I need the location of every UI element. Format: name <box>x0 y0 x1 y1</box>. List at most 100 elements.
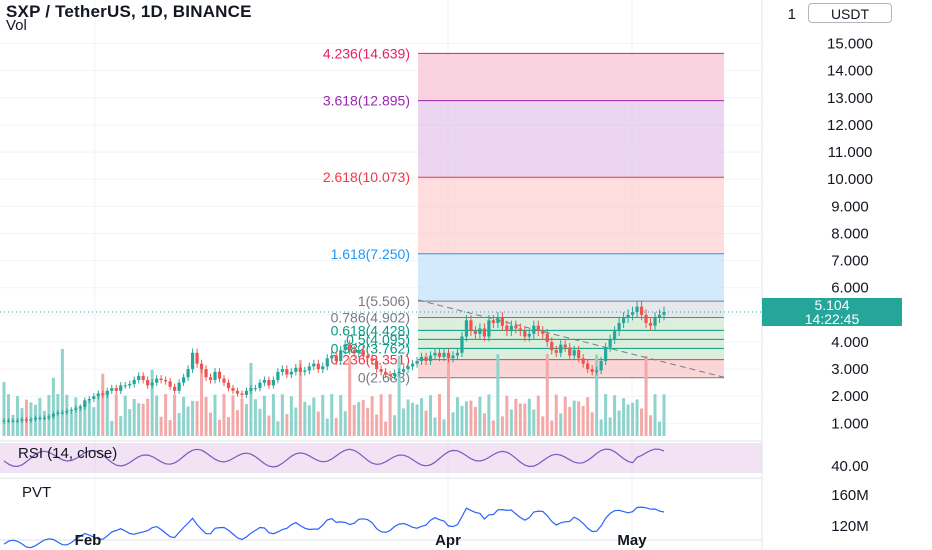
volume-bar <box>204 397 208 436</box>
volume-bar <box>276 421 280 436</box>
candle-body <box>357 350 361 353</box>
rsi-axis-label: 40.00 <box>831 458 869 475</box>
y-tick-label: 14.000 <box>827 63 873 80</box>
candle-body <box>114 388 118 391</box>
volume-bar <box>231 395 235 436</box>
volume-bar <box>469 400 473 436</box>
candle-body <box>348 344 352 351</box>
candle-body <box>65 411 69 413</box>
volume-bar <box>487 394 491 436</box>
candle-body <box>307 366 311 371</box>
candle-body <box>635 306 639 313</box>
volume-bar <box>586 397 590 436</box>
candle-body <box>15 420 20 422</box>
volume-bar <box>429 395 433 436</box>
volume-bar <box>132 398 136 436</box>
candle-body <box>491 320 495 323</box>
pvt-axis-label: 120M <box>831 518 869 535</box>
volume-bar <box>240 398 244 436</box>
volume-bar <box>455 397 459 436</box>
x-tick-label: Apr <box>435 532 461 549</box>
volume-bar <box>397 355 401 436</box>
volume-bar <box>65 394 69 436</box>
y-tick-label: 1.000 <box>831 415 869 432</box>
volume-bar <box>622 398 626 436</box>
volume-bar <box>415 404 419 436</box>
currency-unit-button[interactable]: USDT <box>808 3 892 23</box>
volume-bar <box>146 398 150 436</box>
volume-bar <box>653 394 657 436</box>
volume-bar <box>411 402 415 436</box>
volume-bar <box>662 394 666 436</box>
volume-bar <box>361 399 365 436</box>
candle-body <box>168 381 172 387</box>
candle-body <box>393 373 397 376</box>
candle-body <box>222 378 226 383</box>
volume-bar <box>388 394 392 436</box>
volume-bar <box>155 395 159 436</box>
volume-bar <box>379 394 383 436</box>
candle-body <box>11 420 15 422</box>
x-tick-label: Feb <box>75 532 102 549</box>
pvt-axis-label: 160M <box>831 487 869 504</box>
candle-body <box>428 355 433 361</box>
volume-bar <box>105 394 109 436</box>
candle-body <box>366 355 370 359</box>
volume-bar <box>173 394 177 436</box>
volume-bar <box>137 403 141 436</box>
candle-body <box>60 412 64 414</box>
candle-body <box>164 379 168 382</box>
candle-body <box>500 317 504 326</box>
price-axis[interactable]: 1 15.000 14.000 13.000 12.000 11.000 10.000 9.0… <box>761 0 873 550</box>
fib-extension[interactable]: 4.236(14.639) 3.618(12.895) 2.618(10.073) 1… <box>323 45 724 386</box>
candle-body <box>267 379 271 386</box>
volume-bar <box>478 396 482 436</box>
volume-bar <box>536 395 540 436</box>
candle-body <box>532 325 536 334</box>
volume-bar <box>209 412 213 436</box>
volume-bar <box>514 398 518 436</box>
volume-bar <box>613 395 617 436</box>
volume-bar <box>110 420 114 436</box>
candle-body <box>446 352 451 359</box>
pvt-legend[interactable]: PVT <box>22 484 52 501</box>
candle-body <box>96 393 100 397</box>
volume-bar <box>177 413 181 436</box>
time-axis[interactable]: Feb Apr May <box>75 532 648 549</box>
candle-body <box>554 350 558 353</box>
trend-lines[interactable] <box>0 299 762 378</box>
y-tick-label: 13.000 <box>827 90 873 107</box>
volume-bar <box>554 394 558 436</box>
x-tick-label: May <box>617 532 647 549</box>
volume-bar <box>271 394 275 436</box>
volume-bar <box>280 394 284 436</box>
candle-body <box>78 407 82 409</box>
rsi-legend[interactable]: RSI (14, close) <box>18 445 118 462</box>
volume-bar <box>294 407 298 436</box>
candle-body <box>87 398 91 401</box>
candle-body <box>56 412 60 414</box>
volume-bar <box>83 401 87 436</box>
volume-bar <box>334 418 338 436</box>
volume-bar <box>195 401 199 436</box>
candle-body <box>401 369 406 372</box>
volume-bar <box>568 406 572 436</box>
volume-bar <box>491 420 495 436</box>
candle-body <box>181 377 186 383</box>
volume-bar <box>658 421 662 436</box>
volume-bar <box>438 394 442 436</box>
candle-body <box>639 306 644 315</box>
volume-bar <box>316 411 320 436</box>
volume-bar <box>541 416 545 436</box>
volume-bar <box>244 404 248 436</box>
candle-body <box>262 379 267 383</box>
candle-body <box>235 390 240 394</box>
candle-body <box>128 384 132 386</box>
volume-bar <box>200 366 204 436</box>
candle-body <box>433 352 437 356</box>
y-tick-label: 6.000 <box>831 280 869 297</box>
candle-body <box>541 331 545 334</box>
fib-level-label: 0.382(3.762) <box>331 340 410 356</box>
candle-body <box>352 350 356 353</box>
